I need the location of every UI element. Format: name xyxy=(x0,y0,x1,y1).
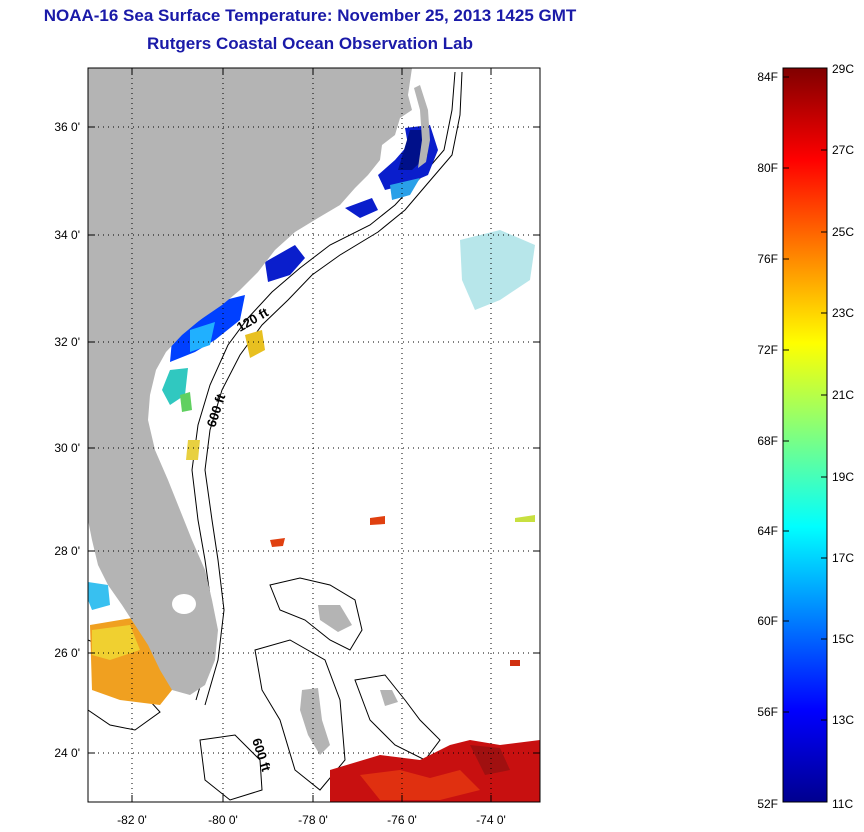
cb-c-17: 17C xyxy=(832,551,854,565)
lat-label-30: 30 0' xyxy=(54,441,80,455)
colorbar-fahrenheit-labels: 84F 80F 76F 72F 68F 64F 60F 56F 52F xyxy=(757,70,778,811)
map-area: 120 ft 600 ft 600 ft xyxy=(88,68,540,802)
cb-c-15: 15C xyxy=(832,632,854,646)
cb-f-68: 68F xyxy=(757,434,778,448)
cb-f-72: 72F xyxy=(757,343,778,357)
cb-c-21: 21C xyxy=(832,388,854,402)
lat-label-36: 36 0' xyxy=(54,120,80,134)
colorbar: 84F 80F 76F 72F 68F 64F 60F 56F 52F 29C … xyxy=(757,62,854,811)
graticule xyxy=(88,68,540,802)
cb-f-80: 80F xyxy=(757,161,778,175)
lat-label-28: 28 0' xyxy=(54,544,80,558)
bahamas-island-2 xyxy=(318,605,352,632)
lat-label-32: 32 0' xyxy=(54,335,80,349)
latitude-labels: 36 0' 34 0' 32 0' 30 0' 28 0' 26 0' 24 0… xyxy=(54,120,80,760)
cb-f-60: 60F xyxy=(757,614,778,628)
cb-c-25: 25C xyxy=(832,225,854,239)
longitude-labels: -82 0' -80 0' -78 0' -76 0' -74 0' xyxy=(117,813,506,827)
colorbar-ticks xyxy=(783,76,827,721)
lon-label-82: -82 0' xyxy=(117,813,147,827)
colorbar-celsius-labels: 29C 27C 25C 23C 21C 19C 17C 15C 13C 11C xyxy=(832,62,854,811)
lake-okeechobee xyxy=(172,594,196,614)
cb-c-23: 23C xyxy=(832,306,854,320)
contour-600ft xyxy=(204,71,463,706)
cb-f-84: 84F xyxy=(757,70,778,84)
lon-label-80: -80 0' xyxy=(208,813,238,827)
land-mainland xyxy=(88,68,412,695)
cb-c-27: 27C xyxy=(832,143,854,157)
bahamas-contour-4 xyxy=(199,734,263,801)
cb-c-19: 19C xyxy=(832,470,854,484)
lat-label-26: 26 0' xyxy=(54,646,80,660)
cb-f-76: 76F xyxy=(757,252,778,266)
cb-f-52: 52F xyxy=(757,797,778,811)
bahamas-contour-1 xyxy=(269,577,363,651)
bahamas-island-1 xyxy=(300,688,330,755)
lon-label-76: -76 0' xyxy=(387,813,417,827)
lon-label-78: -78 0' xyxy=(298,813,328,827)
cb-f-64: 64F xyxy=(757,524,778,538)
cb-f-56: 56F xyxy=(757,705,778,719)
cb-c-11: 11C xyxy=(832,797,853,811)
map-subtitle: Rutgers Coastal Ocean Observation Lab xyxy=(147,34,473,53)
lon-label-74: -74 0' xyxy=(476,813,506,827)
bahamas-island-3 xyxy=(380,690,398,706)
cb-c-29: 29C xyxy=(832,62,854,76)
lat-label-24: 24 0' xyxy=(54,746,80,760)
lat-label-34: 34 0' xyxy=(54,228,80,242)
land-outer-banks xyxy=(414,85,430,168)
bahamas-contour-3 xyxy=(354,674,441,761)
axis-ticks xyxy=(88,68,540,802)
map-frame xyxy=(87,67,541,803)
map-title: NOAA-16 Sea Surface Temperature: Novembe… xyxy=(43,6,577,25)
cb-c-13: 13C xyxy=(832,713,854,727)
colorbar-gradient xyxy=(782,67,828,803)
